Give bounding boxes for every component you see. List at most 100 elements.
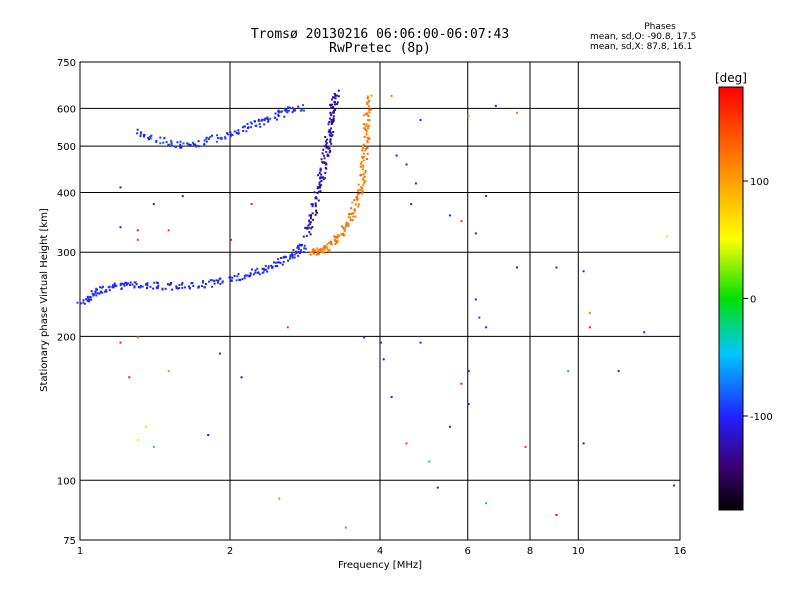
echo-point	[366, 112, 368, 115]
echo-point	[271, 265, 274, 268]
echo-point	[136, 128, 139, 131]
echo-point	[333, 235, 336, 238]
echo-point	[278, 497, 281, 500]
echo-point	[314, 213, 317, 216]
echo-point	[362, 179, 365, 182]
echo-point	[329, 131, 332, 134]
echo-point	[257, 118, 260, 121]
echo-point	[224, 136, 227, 139]
echo-point	[139, 284, 142, 287]
echo-point	[216, 134, 219, 137]
echo-point	[326, 146, 329, 149]
echo-point	[317, 199, 320, 202]
echo-point	[307, 224, 310, 227]
echo-point	[254, 269, 257, 272]
echo-point	[136, 229, 139, 232]
echo-point	[351, 201, 354, 204]
echo-point	[264, 268, 267, 271]
colorbar-tick-label: -100	[750, 412, 773, 423]
echo-point	[258, 122, 261, 125]
echo-point	[146, 282, 149, 285]
echo-point	[357, 205, 360, 208]
echo-point	[617, 370, 620, 373]
echo-point	[555, 266, 558, 269]
echo-point	[87, 300, 90, 303]
echo-point	[317, 252, 320, 255]
echo-point	[213, 280, 216, 282]
echo-point	[323, 157, 326, 160]
echo-point	[246, 274, 249, 277]
echo-point	[269, 117, 272, 120]
echo-point	[274, 261, 277, 264]
echo-point	[219, 277, 222, 280]
echo-point	[153, 281, 156, 284]
echo-point	[321, 176, 324, 179]
echo-point	[86, 295, 89, 298]
echo-point	[347, 222, 350, 225]
echo-point	[170, 139, 173, 142]
echo-point	[216, 137, 219, 139]
echo-point	[237, 132, 240, 135]
echo-point	[187, 285, 190, 288]
echo-point	[329, 104, 332, 107]
echo-point	[359, 165, 362, 168]
echo-point	[364, 180, 367, 183]
echo-point	[79, 302, 82, 305]
echo-point	[332, 96, 335, 99]
echo-point	[254, 124, 257, 127]
echo-point	[368, 124, 371, 127]
echo-point	[366, 95, 369, 98]
echo-point	[364, 170, 367, 172]
echo-point	[368, 100, 371, 102]
echo-point	[279, 261, 282, 264]
echo-point	[334, 240, 337, 243]
echo-point	[314, 202, 317, 205]
echo-point	[152, 203, 155, 206]
echo-point	[267, 265, 270, 268]
echo-point	[296, 246, 299, 249]
echo-point	[131, 283, 134, 286]
y-tick-label: 750	[57, 58, 76, 69]
echo-point	[317, 249, 320, 252]
echo-point	[328, 130, 331, 133]
echo-point	[287, 259, 290, 262]
echo-point	[467, 403, 470, 406]
x-tick-label: 10	[572, 546, 585, 557]
echo-point	[311, 226, 314, 229]
echo-point	[129, 284, 131, 286]
echo-point	[289, 254, 292, 257]
echo-point	[308, 220, 311, 223]
echo-point	[582, 442, 585, 445]
echo-point	[82, 299, 85, 302]
grid	[80, 62, 680, 540]
echo-point	[237, 129, 240, 132]
echo-point	[316, 186, 319, 189]
echo-point	[316, 247, 319, 250]
phase-o-mode-line: mean, sd,O: -90.8, 17.5	[590, 32, 697, 42]
echo-point	[309, 251, 312, 254]
echo-point	[252, 273, 255, 276]
echo-point	[249, 272, 252, 275]
echo-point	[291, 256, 294, 259]
echo-point	[360, 189, 363, 192]
echo-point	[333, 101, 336, 103]
echo-point	[308, 214, 311, 217]
x-tick-label: 2	[227, 546, 233, 557]
echo-point	[136, 439, 139, 441]
echo-point	[261, 118, 264, 121]
echo-point	[350, 212, 353, 215]
echo-point	[136, 336, 139, 339]
echo-point	[361, 144, 364, 147]
echo-point	[263, 119, 266, 122]
echo-point	[328, 133, 331, 136]
echo-point	[107, 286, 110, 289]
echo-point	[353, 209, 356, 212]
echo-point	[157, 284, 160, 287]
colorbar-tick-label: 0	[750, 295, 756, 306]
echo-point	[334, 93, 337, 96]
echo-point	[152, 287, 155, 290]
echo-point	[494, 104, 497, 107]
echo-point	[129, 281, 132, 284]
y-tick-label: 300	[57, 248, 76, 259]
echo-point	[332, 130, 335, 133]
